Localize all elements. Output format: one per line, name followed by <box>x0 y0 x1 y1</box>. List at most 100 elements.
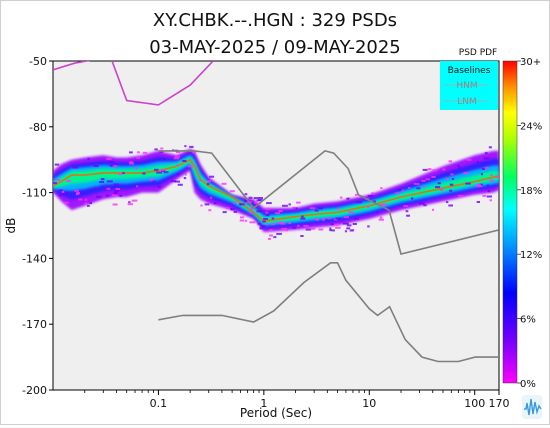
x-axis-label: Period (Sec) <box>240 406 312 420</box>
pdf-speckle <box>335 217 341 220</box>
pdf-speckle <box>431 176 436 178</box>
pdf-speckle <box>403 205 409 207</box>
pdf-speckle <box>282 204 288 207</box>
pdf-speckle <box>273 236 277 239</box>
pdf-speckle <box>100 178 105 181</box>
pdf-speckle <box>111 194 118 197</box>
pdf-speckle <box>479 183 483 186</box>
pdf-speckle <box>229 190 235 193</box>
pdf-speckle <box>309 207 316 210</box>
pdf-speckle <box>256 210 263 213</box>
pdf-speckle <box>119 194 123 197</box>
pdf-speckle <box>421 179 426 182</box>
pdf-speckle <box>174 155 180 158</box>
seismic-logo-icon <box>522 395 542 419</box>
pdf-speckle <box>58 189 63 192</box>
chart-title: XY.CHBK.--.HGN : 329 PSDs <box>153 10 397 31</box>
colorbar-tick-label: 30+ <box>520 57 541 68</box>
pdf-speckle <box>423 204 427 207</box>
pdf-speckle <box>137 151 140 154</box>
pdf-speckles <box>53 145 499 240</box>
pdf-speckle <box>159 150 164 153</box>
pdf-speckle <box>154 148 158 151</box>
pdf-speckle <box>156 171 163 174</box>
pdf-speckle <box>406 214 410 217</box>
pdf-speckle <box>442 168 446 171</box>
pdf-speckle <box>301 215 304 218</box>
pdf-speckle <box>166 171 169 174</box>
x-tick-label: 10 <box>362 397 376 410</box>
pdf-speckle <box>230 208 235 211</box>
pdf-speckle <box>106 187 111 190</box>
pdf-speckle <box>371 192 375 195</box>
colorbar-tick-label: 24% <box>520 121 542 132</box>
pdf-speckle <box>484 152 488 155</box>
pdf-speckle <box>466 158 472 161</box>
pdf-speckle <box>340 196 343 199</box>
y-axis-label: dB <box>4 218 18 234</box>
pdf-speckle <box>131 199 138 202</box>
pdf-speckle <box>314 209 319 212</box>
pdf-speckle <box>437 182 441 185</box>
pdf-speckle <box>327 216 332 219</box>
pdf-speckle <box>277 221 283 224</box>
pdf-speckle <box>448 204 453 207</box>
pdf-speckle <box>128 161 134 164</box>
pdf-speckle <box>395 192 400 195</box>
pdf-speckle <box>84 202 87 205</box>
pdf-speckle <box>170 180 176 183</box>
y-tick-label: -170 <box>22 318 47 331</box>
pdf-speckle <box>292 206 296 209</box>
pdf-speckle <box>418 202 425 205</box>
colorbar-tick-label: 18% <box>520 186 542 197</box>
pdf-speckle <box>157 185 162 188</box>
pdf-speckle <box>310 227 316 230</box>
pdf-speckle <box>209 196 213 199</box>
pdf-speckle <box>482 194 487 197</box>
pdf-speckle <box>208 209 212 212</box>
pdf-speckle <box>285 229 288 232</box>
pdf-speckle <box>174 180 180 183</box>
y-tick-label: -80 <box>29 121 47 134</box>
pdf-speckle <box>106 157 112 160</box>
pdf-speckle <box>488 146 492 149</box>
pdf-speckle <box>378 218 384 221</box>
pdf-speckle <box>281 228 287 230</box>
pdf-speckle <box>249 221 256 224</box>
pdf-speckle <box>106 180 113 183</box>
pdf-speckle <box>489 179 495 182</box>
pdf-speckle <box>244 200 250 202</box>
pdf-speckle <box>63 201 69 204</box>
pdf-speckle <box>259 227 264 230</box>
pdf-speckle <box>476 185 482 188</box>
pdf-speckle <box>458 166 462 169</box>
pdf-speckle <box>427 168 432 171</box>
pdf-speckle <box>331 229 335 232</box>
pdf-speckle <box>318 207 323 210</box>
pdf-speckle <box>329 227 332 230</box>
pdf-speckle <box>367 225 370 228</box>
pdf-speckle <box>184 145 187 148</box>
pdf-speckle <box>113 183 119 186</box>
pdf-speckle <box>337 207 340 210</box>
pdf-speckle <box>463 172 469 175</box>
pdf-speckle <box>348 211 354 214</box>
pdf-speckle <box>303 224 309 227</box>
pdf-speckle <box>269 229 273 231</box>
pdf-speckle <box>105 194 110 197</box>
y-tick-label: -200 <box>22 384 47 397</box>
pdf-speckle <box>184 173 187 176</box>
pdf-speckle <box>206 183 210 186</box>
pdf-speckle <box>487 190 491 193</box>
pdf-speckle <box>292 226 296 229</box>
pdf-speckle <box>449 183 454 186</box>
pdf-speckle <box>300 217 306 220</box>
x-tick-label: 100 <box>464 397 485 410</box>
pdf-speckle <box>481 167 486 170</box>
pdf-speckle <box>118 173 123 175</box>
y-tick-label: -110 <box>22 187 47 200</box>
pdf-speckle <box>411 197 414 200</box>
pdf-speckle <box>445 201 449 204</box>
pdf-speckle <box>451 178 455 180</box>
pdf-speckle <box>240 203 245 206</box>
